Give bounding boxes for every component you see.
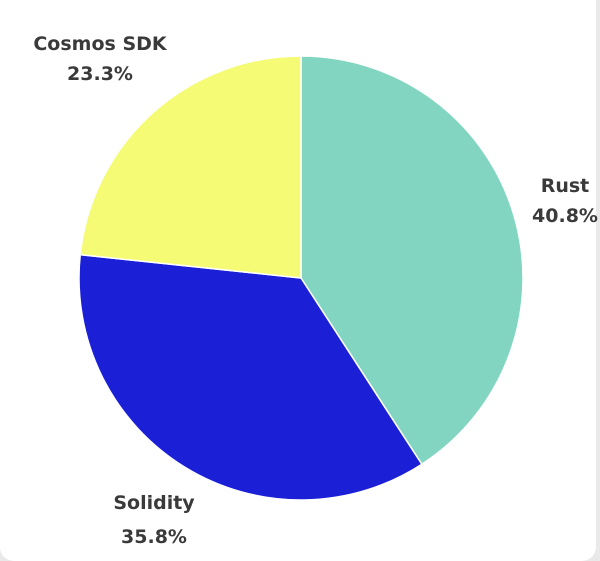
pie-slice-cosmos-sdk <box>79 55 302 279</box>
slice-label-cosmos-sdk: Cosmos SDK <box>33 33 168 55</box>
pie-slices <box>78 55 524 501</box>
slice-label-solidity: Solidity <box>113 492 195 514</box>
slice-value-solidity: 35.8% <box>121 526 187 548</box>
slice-label-rust: Rust <box>541 175 590 197</box>
slice-value-cosmos-sdk: 23.3% <box>67 63 133 85</box>
slice-value-rust: 40.8% <box>532 205 598 227</box>
pie-slice-solidity <box>78 253 423 501</box>
